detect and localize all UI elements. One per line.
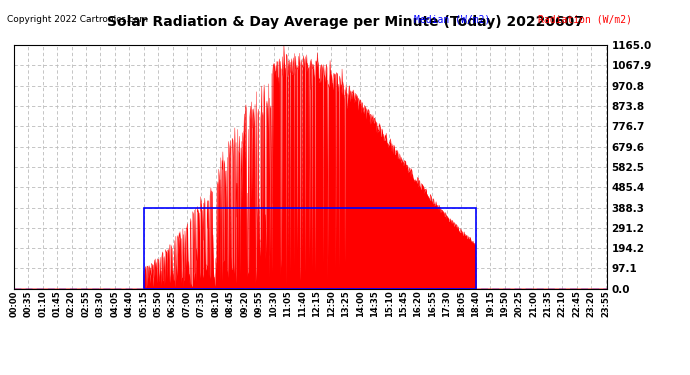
Bar bbox=[144, 207, 475, 289]
Text: Solar Radiation & Day Average per Minute (Today) 20220607: Solar Radiation & Day Average per Minute… bbox=[106, 15, 584, 29]
Text: Median (W/m2): Median (W/m2) bbox=[414, 15, 491, 25]
Text: Copyright 2022 Cartronics.com: Copyright 2022 Cartronics.com bbox=[7, 15, 148, 24]
Text: Radiation (W/m2): Radiation (W/m2) bbox=[538, 15, 632, 25]
